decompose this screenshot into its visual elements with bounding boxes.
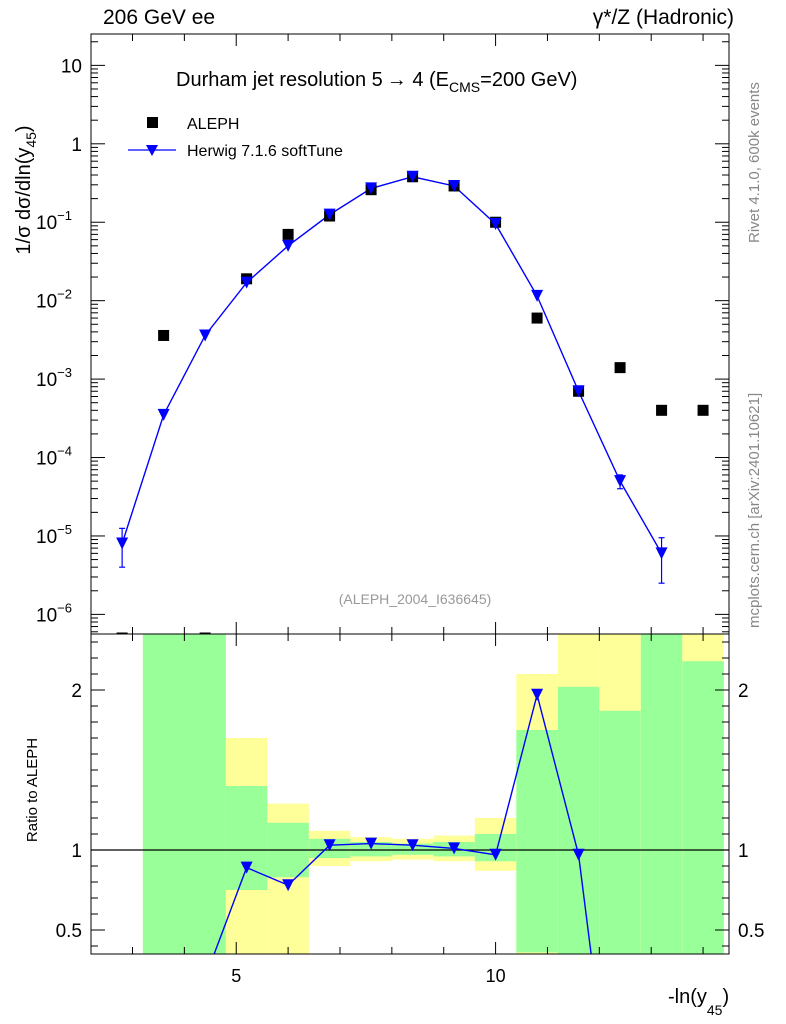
main-series bbox=[116, 170, 709, 634]
x-tick-label: 10 bbox=[486, 966, 506, 986]
ratio-series bbox=[213, 688, 592, 954]
mc-point bbox=[240, 276, 253, 289]
y-tick-label-main: 10−2 bbox=[36, 287, 72, 313]
ratio-frame bbox=[90, 633, 730, 955]
ratio-band-green bbox=[557, 686, 600, 954]
aleph-data-point bbox=[697, 404, 709, 416]
y-tick-label-main: 10−5 bbox=[36, 522, 72, 548]
legend-marker-herwig bbox=[146, 145, 158, 156]
ratio-point bbox=[365, 837, 378, 850]
y-tick-label-ratio-right: 0.5 bbox=[738, 921, 764, 942]
mc-point bbox=[116, 537, 129, 550]
y-tick-label-ratio-left: 1 bbox=[71, 841, 82, 862]
legend-marker-aleph bbox=[147, 117, 158, 128]
mc-point bbox=[614, 475, 627, 488]
x-axis-label: -ln(y45) bbox=[668, 986, 729, 1018]
ratio-point bbox=[448, 842, 461, 855]
mc-point bbox=[655, 547, 668, 560]
y-axis-label-ratio: Ratio to ALEPH bbox=[24, 738, 41, 842]
header-left: 206 GeV ee bbox=[103, 6, 216, 29]
y-tick-label-main: 10−4 bbox=[36, 444, 72, 470]
ratio-point bbox=[282, 879, 295, 892]
ratio-point bbox=[240, 861, 253, 874]
aleph-data-point bbox=[116, 632, 128, 634]
legend: ALEPH Herwig 7.1.6 softTune bbox=[128, 116, 343, 160]
ratio-band-green bbox=[599, 710, 641, 954]
mc-point bbox=[448, 179, 461, 192]
y-tick-label-main: 1 bbox=[71, 135, 82, 156]
ratio-uncertainty-bands bbox=[142, 634, 724, 954]
mc-point bbox=[282, 239, 295, 252]
mc-point bbox=[572, 385, 585, 398]
y-tick-label-main: 10−6 bbox=[36, 600, 72, 626]
ratio-point bbox=[489, 848, 502, 861]
ratio-point bbox=[572, 848, 585, 861]
header-right: γ*/Z (Hadronic) bbox=[592, 6, 734, 29]
mc-point bbox=[365, 182, 378, 195]
mc-point bbox=[323, 208, 336, 221]
ratio-point bbox=[531, 688, 544, 701]
aleph-data-point bbox=[531, 312, 543, 324]
ratio-point bbox=[323, 839, 336, 852]
y-tick-label-main: 10−3 bbox=[36, 365, 72, 391]
ratio-band-green bbox=[142, 634, 226, 954]
y-tick-label-ratio-left: 0.5 bbox=[56, 921, 82, 942]
x-tick-label: 5 bbox=[231, 966, 241, 986]
mc-point bbox=[157, 408, 170, 421]
aleph-data-point bbox=[199, 632, 211, 634]
aleph-data-point bbox=[158, 329, 170, 341]
mc-point bbox=[406, 170, 419, 183]
aleph-data-point bbox=[614, 362, 626, 374]
mc-point bbox=[531, 289, 544, 302]
ratio-band-green bbox=[682, 661, 724, 954]
axis-ticks bbox=[91, 34, 729, 954]
chart-title: Durham jet resolution 5 → 4 (ECMS=200 GeV… bbox=[176, 69, 577, 95]
y-tick-label-ratio-left: 2 bbox=[71, 681, 82, 702]
aleph-data-point bbox=[656, 404, 668, 416]
axis-tick-labels: 5 10 10 1 10−1 10−2 10−3 10−4 10−5 10−6 0.5 0.5 1 1 2 2 bbox=[36, 56, 764, 986]
mc-line bbox=[121, 176, 663, 554]
y-tick-label-main: 10 bbox=[61, 56, 82, 77]
y-tick-label-ratio-right: 1 bbox=[738, 841, 749, 862]
mc-point bbox=[199, 329, 212, 342]
legend-label-herwig: Herwig 7.1.6 softTune bbox=[187, 143, 343, 160]
ratio-band-green bbox=[516, 730, 558, 953]
ratio-band-green bbox=[640, 634, 683, 954]
y-tick-label-main: 10−1 bbox=[36, 208, 72, 234]
legend-label-aleph: ALEPH bbox=[187, 116, 239, 133]
analysis-id: (ALEPH_2004_I636645) bbox=[339, 591, 492, 607]
y-tick-label-ratio-right: 2 bbox=[738, 681, 749, 702]
ratio-point bbox=[406, 839, 419, 852]
mc-point bbox=[489, 217, 502, 230]
y-axis-label-main: 1/σ dσ/dln(y45) bbox=[13, 125, 39, 254]
aleph-data-point bbox=[282, 228, 294, 240]
